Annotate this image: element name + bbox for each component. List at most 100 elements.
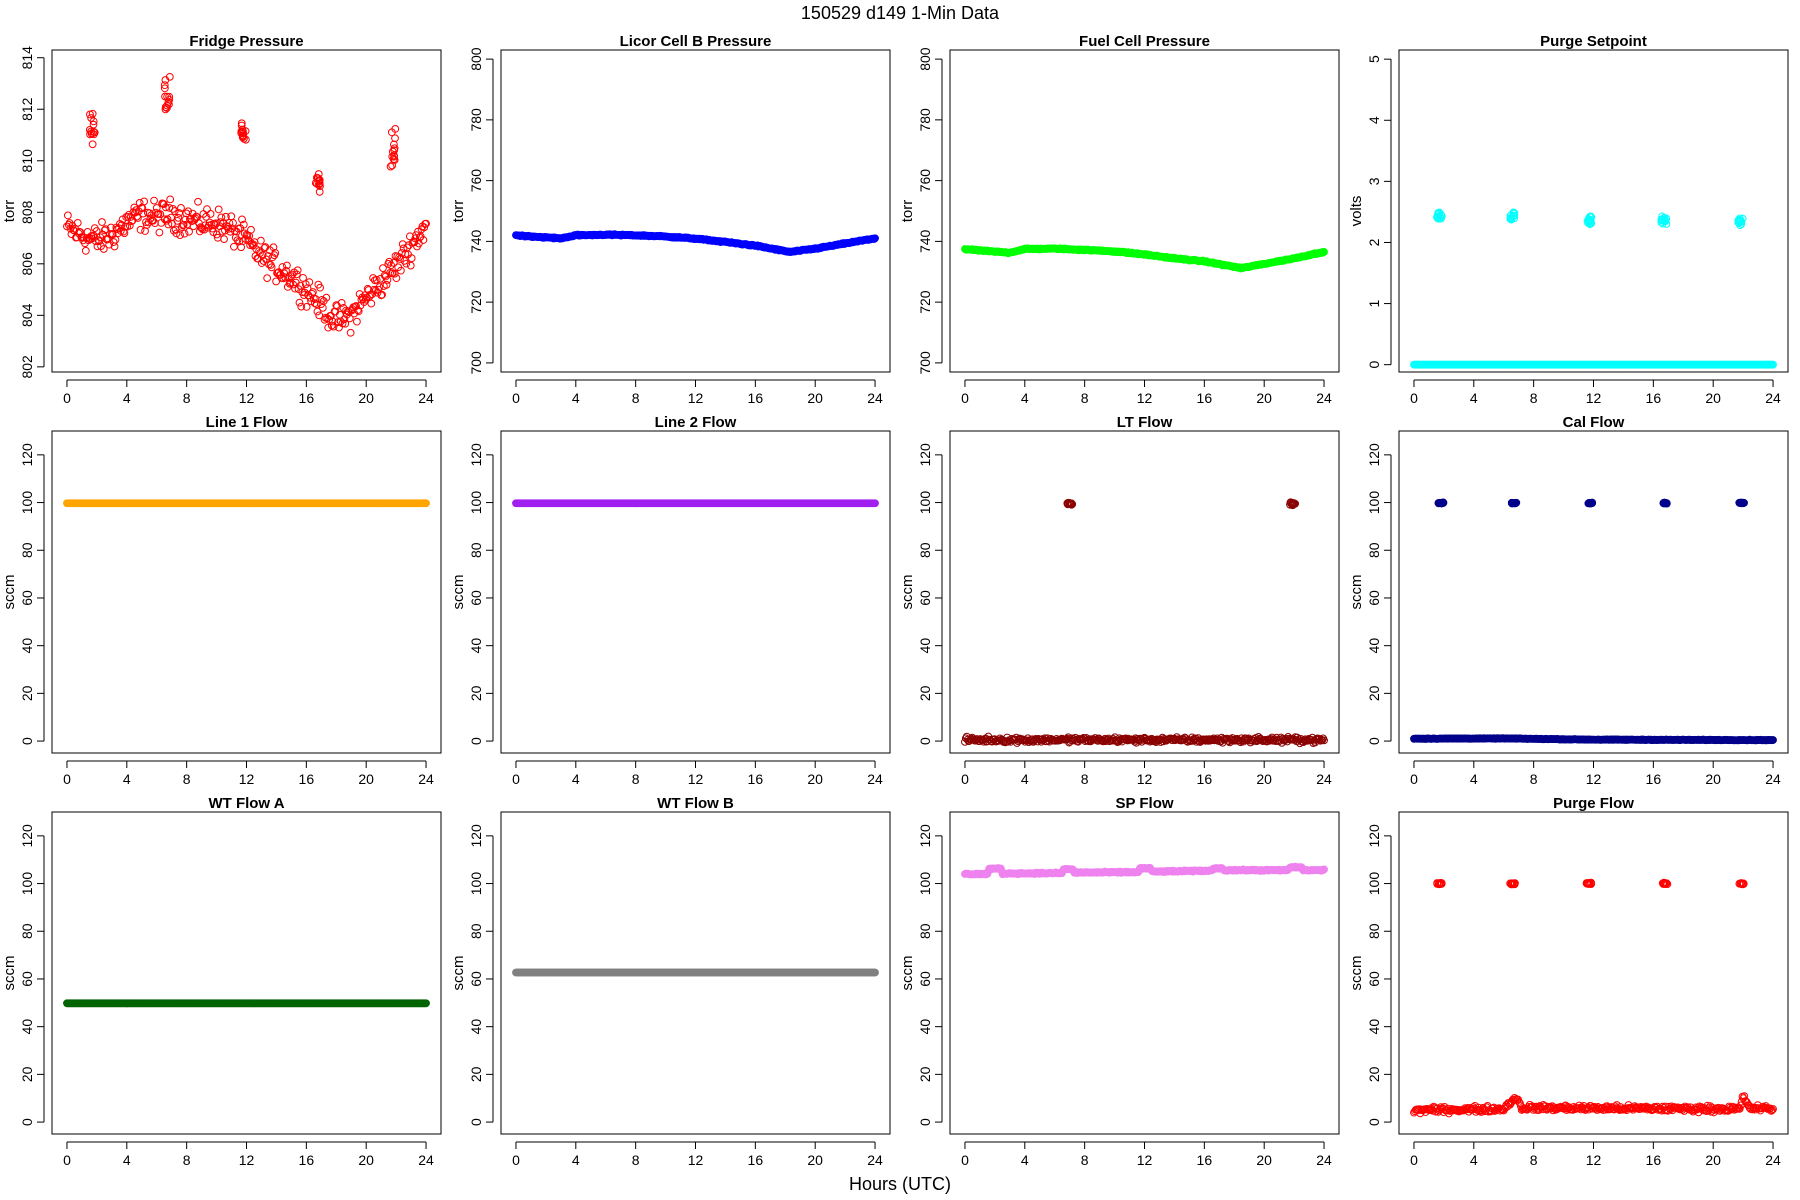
x-tick-label: 16 <box>748 1152 764 1168</box>
data-point <box>1769 736 1777 744</box>
x-tick-label: 24 <box>1765 390 1781 406</box>
data-point <box>372 275 381 284</box>
data-point <box>387 261 395 270</box>
data-point <box>170 207 179 215</box>
data-point <box>1320 248 1328 256</box>
data-point <box>87 129 96 138</box>
x-tick-label: 0 <box>512 390 520 406</box>
x-tick-label: 12 <box>239 1152 255 1168</box>
data-point <box>1662 220 1671 228</box>
y-tick-label: 120 <box>468 443 484 467</box>
x-tick-label: 12 <box>239 390 255 406</box>
x-tick-label: 24 <box>1316 390 1332 406</box>
data-point <box>1439 498 1448 507</box>
data-points <box>512 230 879 256</box>
y-axis-label: sccm <box>1 956 18 991</box>
data-point <box>233 236 242 245</box>
data-point <box>354 307 363 316</box>
data-point <box>297 302 306 311</box>
x-tick-label: 12 <box>688 771 704 787</box>
y-tick-label: 100 <box>468 491 484 515</box>
data-points <box>961 862 1328 879</box>
data-point <box>151 219 159 228</box>
data-point <box>315 187 324 196</box>
data-point <box>92 227 101 235</box>
x-tick-label: 20 <box>358 390 374 406</box>
data-point <box>85 125 94 134</box>
data-point <box>127 217 136 226</box>
y-tick-label: 20 <box>468 685 484 701</box>
data-point <box>88 109 97 118</box>
data-point <box>407 254 416 263</box>
data-point <box>1509 209 1518 218</box>
y-tick-label: 780 <box>917 108 933 132</box>
y-tick-label: 0 <box>1366 361 1382 369</box>
data-point <box>420 223 429 232</box>
data-point <box>194 197 202 206</box>
x-tick-label: 4 <box>572 771 580 787</box>
x-tick-label: 0 <box>961 771 969 787</box>
y-tick-label: 4 <box>1366 116 1382 124</box>
x-tick-label: 24 <box>867 771 883 787</box>
data-point <box>341 319 350 328</box>
y-tick-label: 60 <box>19 590 35 606</box>
data-point <box>65 219 74 227</box>
plot-frame <box>51 811 442 1135</box>
x-tick-label: 20 <box>1256 390 1272 406</box>
y-tick-label: 812 <box>19 97 35 121</box>
x-tick-label: 20 <box>807 390 823 406</box>
data-point <box>386 162 395 171</box>
data-point <box>64 220 73 229</box>
data-point <box>382 280 391 289</box>
data-point <box>156 210 165 219</box>
data-point <box>316 283 325 292</box>
data-points <box>512 499 879 508</box>
y-tick-label: 120 <box>19 824 35 848</box>
data-point <box>391 134 399 143</box>
data-point <box>353 317 361 326</box>
data-point <box>239 237 247 245</box>
data-point <box>89 117 98 126</box>
panel-title: LT Flow <box>1117 414 1173 431</box>
plot-frame <box>949 430 1340 754</box>
x-tick-label: 4 <box>1021 771 1029 787</box>
x-tick-label: 0 <box>63 1152 71 1168</box>
data-point <box>367 299 376 308</box>
x-tick-label: 8 <box>183 771 191 787</box>
y-tick-label: 804 <box>19 303 35 327</box>
data-point <box>345 314 354 323</box>
y-tick-label: 1 <box>1366 299 1382 307</box>
x-tick-label: 20 <box>358 771 374 787</box>
data-point <box>419 236 428 244</box>
data-point <box>176 231 184 240</box>
y-axis-label: torr <box>899 200 916 223</box>
data-point <box>422 219 430 228</box>
data-point <box>282 266 290 275</box>
data-point <box>230 242 238 251</box>
data-point <box>240 229 249 238</box>
data-point <box>302 303 311 311</box>
data-point <box>308 289 316 298</box>
data-point <box>1314 735 1323 744</box>
data-point <box>327 321 336 330</box>
y-tick-label: 3 <box>1366 177 1382 185</box>
data-point <box>168 204 177 213</box>
data-point <box>105 240 114 249</box>
data-point <box>338 319 347 328</box>
y-tick-label: 720 <box>917 290 933 314</box>
data-point <box>963 735 972 744</box>
y-tick-label: 720 <box>468 290 484 314</box>
data-point <box>379 264 387 273</box>
plot-frame <box>51 430 442 754</box>
data-point <box>101 225 110 234</box>
data-point <box>172 229 181 238</box>
y-tick-label: 100 <box>19 491 35 515</box>
data-point <box>961 737 969 746</box>
data-points <box>63 999 430 1008</box>
